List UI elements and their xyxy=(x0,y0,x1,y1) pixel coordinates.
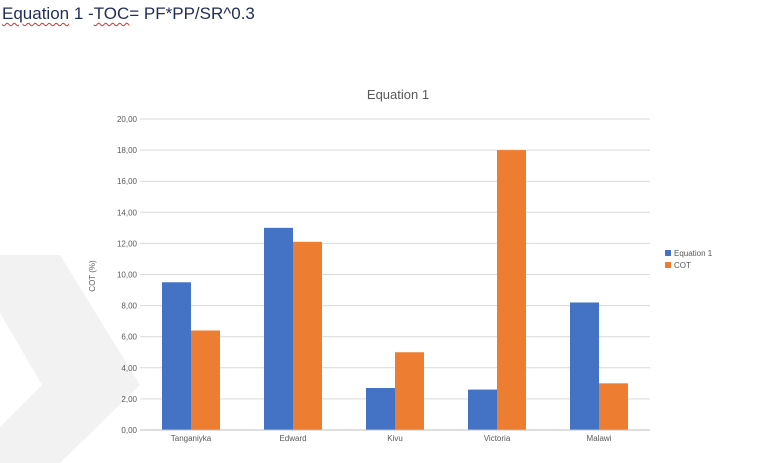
document-heading: Equation 1 -TOC= PF*PP/SR^0.3 xyxy=(2,4,255,24)
gridlines xyxy=(140,118,650,400)
legend-label-equation-1: Equation 1 xyxy=(674,249,713,258)
bar-equation-1-tanganiyka xyxy=(162,282,191,430)
y-tick-label: 14,00 xyxy=(117,208,138,217)
chart-title: Equation 1 xyxy=(367,87,429,102)
heading-word-toc: TOC xyxy=(93,4,130,23)
y-tick-label: 12,00 xyxy=(117,239,138,248)
bar-cot-tanganiyka xyxy=(191,330,220,430)
bar-equation-1-victoria xyxy=(468,389,497,430)
y-tick-label: 16,00 xyxy=(117,177,138,186)
y-tick-label: 18,00 xyxy=(117,146,138,155)
x-axis-tick-labels: Tanganiyka Edward Kivu Victoria Malawi xyxy=(171,434,612,443)
legend-label-cot: COT xyxy=(674,261,691,270)
heading-number: 1 - xyxy=(69,4,94,23)
y-tick-label: 4,00 xyxy=(121,364,137,373)
y-tick-label: 6,00 xyxy=(121,333,137,342)
y-tick-label: 20,00 xyxy=(117,115,138,124)
bar-equation-1-kivu xyxy=(366,388,395,430)
y-axis-tick-labels: 0,00 2,00 4,00 6,00 8,00 10,00 12,00 14,00 16,00… xyxy=(117,115,138,435)
bar-cot-malawi xyxy=(599,383,628,430)
legend-swatch-cot xyxy=(665,262,671,268)
x-tick-label: Kivu xyxy=(387,434,403,443)
bar-cot-kivu xyxy=(395,352,424,430)
bar-cot-edward xyxy=(293,241,322,430)
bar-equation-1-edward xyxy=(264,227,293,430)
y-tick-label: 2,00 xyxy=(121,395,137,404)
bars xyxy=(162,150,628,430)
y-tick-label: 8,00 xyxy=(121,302,137,311)
y-tick-label: 0,00 xyxy=(121,426,137,435)
heading-word-equation: Equation xyxy=(2,4,70,23)
x-tick-label: Tanganiyka xyxy=(171,434,212,443)
heading-formula: = PF*PP/SR^0.3 xyxy=(129,4,255,23)
bar-cot-victoria xyxy=(497,150,526,430)
y-axis-title: COT (%) xyxy=(88,260,97,292)
bar-equation-1-malawi xyxy=(570,302,599,430)
legend: Equation 1 COT xyxy=(665,249,713,270)
x-tick-label: Edward xyxy=(279,434,306,443)
x-tick-label: Victoria xyxy=(484,434,511,443)
x-tick-label: Malawi xyxy=(587,434,612,443)
background-chevron-shape xyxy=(0,255,140,463)
y-tick-label: 10,00 xyxy=(117,271,138,280)
legend-swatch-equation-1 xyxy=(665,250,671,256)
